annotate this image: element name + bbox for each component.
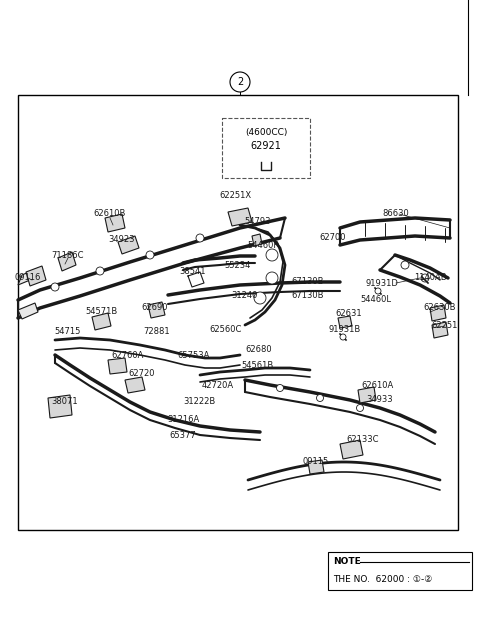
Text: 62560C: 62560C	[210, 326, 242, 334]
Circle shape	[375, 288, 381, 294]
Circle shape	[357, 404, 363, 411]
Text: 31240: 31240	[231, 291, 257, 299]
Text: 62700: 62700	[320, 234, 346, 242]
Polygon shape	[432, 322, 448, 338]
Polygon shape	[338, 316, 352, 328]
Polygon shape	[148, 302, 165, 318]
Text: 09116: 09116	[15, 274, 41, 282]
Polygon shape	[252, 234, 262, 246]
Text: 54460L: 54460L	[360, 296, 392, 304]
Text: 62251: 62251	[432, 321, 458, 331]
Text: 2: 2	[237, 77, 243, 87]
Circle shape	[266, 272, 278, 284]
Polygon shape	[18, 268, 38, 285]
Text: 54793: 54793	[245, 217, 271, 226]
Circle shape	[146, 251, 154, 259]
Circle shape	[421, 274, 429, 282]
Polygon shape	[26, 266, 46, 286]
Text: 72881: 72881	[144, 328, 170, 336]
Polygon shape	[125, 377, 145, 393]
Text: 54561B: 54561B	[242, 361, 274, 371]
Text: 42720A: 42720A	[202, 381, 234, 391]
Polygon shape	[228, 208, 252, 226]
Text: 54715: 54715	[55, 328, 81, 336]
Circle shape	[51, 283, 59, 291]
Polygon shape	[58, 252, 76, 271]
Circle shape	[254, 292, 266, 304]
Text: 67130B: 67130B	[292, 291, 324, 301]
Bar	[18, 95, 458, 530]
Text: 62680: 62680	[246, 346, 272, 354]
Circle shape	[96, 267, 104, 275]
Text: 62133C: 62133C	[347, 436, 379, 444]
Text: 09115: 09115	[303, 458, 329, 466]
Polygon shape	[48, 395, 72, 418]
Text: 91931B: 91931B	[329, 326, 361, 334]
Text: 62630B: 62630B	[424, 304, 456, 312]
Text: 67130B: 67130B	[292, 278, 324, 286]
Circle shape	[316, 394, 324, 401]
Text: 54571B: 54571B	[86, 308, 118, 316]
Text: (4600CC): (4600CC)	[245, 127, 287, 136]
Text: 1140AB: 1140AB	[414, 274, 446, 282]
Text: 62251X: 62251X	[219, 191, 251, 201]
Text: 62921: 62921	[251, 141, 281, 151]
Text: 55234: 55234	[225, 261, 251, 269]
Text: 34923: 34923	[109, 234, 135, 244]
Text: 86630: 86630	[383, 209, 409, 219]
Text: 54460R: 54460R	[248, 241, 280, 251]
Text: 62610B: 62610B	[94, 209, 126, 217]
Text: NOTE: NOTE	[333, 558, 361, 566]
Text: 65753A: 65753A	[178, 351, 210, 361]
Polygon shape	[308, 460, 324, 474]
Polygon shape	[18, 303, 38, 319]
Text: 38541: 38541	[180, 268, 206, 276]
Polygon shape	[105, 214, 125, 232]
Text: 62610A: 62610A	[362, 381, 394, 389]
Text: 62690: 62690	[142, 304, 168, 312]
Polygon shape	[108, 358, 127, 374]
Text: 62760A: 62760A	[112, 351, 144, 361]
Polygon shape	[430, 305, 446, 321]
Bar	[328, 552, 472, 590]
Circle shape	[230, 72, 250, 92]
Circle shape	[266, 249, 278, 261]
Text: 38071: 38071	[52, 398, 78, 406]
Bar	[222, 118, 310, 178]
Circle shape	[196, 234, 204, 242]
Text: 31216A: 31216A	[167, 416, 199, 424]
Polygon shape	[340, 440, 363, 459]
Polygon shape	[358, 387, 376, 403]
Polygon shape	[92, 313, 111, 330]
Text: 34933: 34933	[367, 396, 393, 404]
Polygon shape	[118, 236, 139, 254]
Circle shape	[276, 384, 284, 391]
Text: 91931D: 91931D	[366, 279, 398, 288]
Text: THE NO.  62000 : ①-②: THE NO. 62000 : ①-②	[333, 574, 432, 584]
Circle shape	[401, 261, 409, 269]
Text: 31222B: 31222B	[183, 398, 215, 406]
Text: 62720: 62720	[129, 369, 155, 379]
Circle shape	[340, 334, 346, 340]
Text: 62631: 62631	[336, 309, 362, 318]
Text: 65377: 65377	[169, 431, 196, 441]
Text: 71186C: 71186C	[52, 251, 84, 259]
